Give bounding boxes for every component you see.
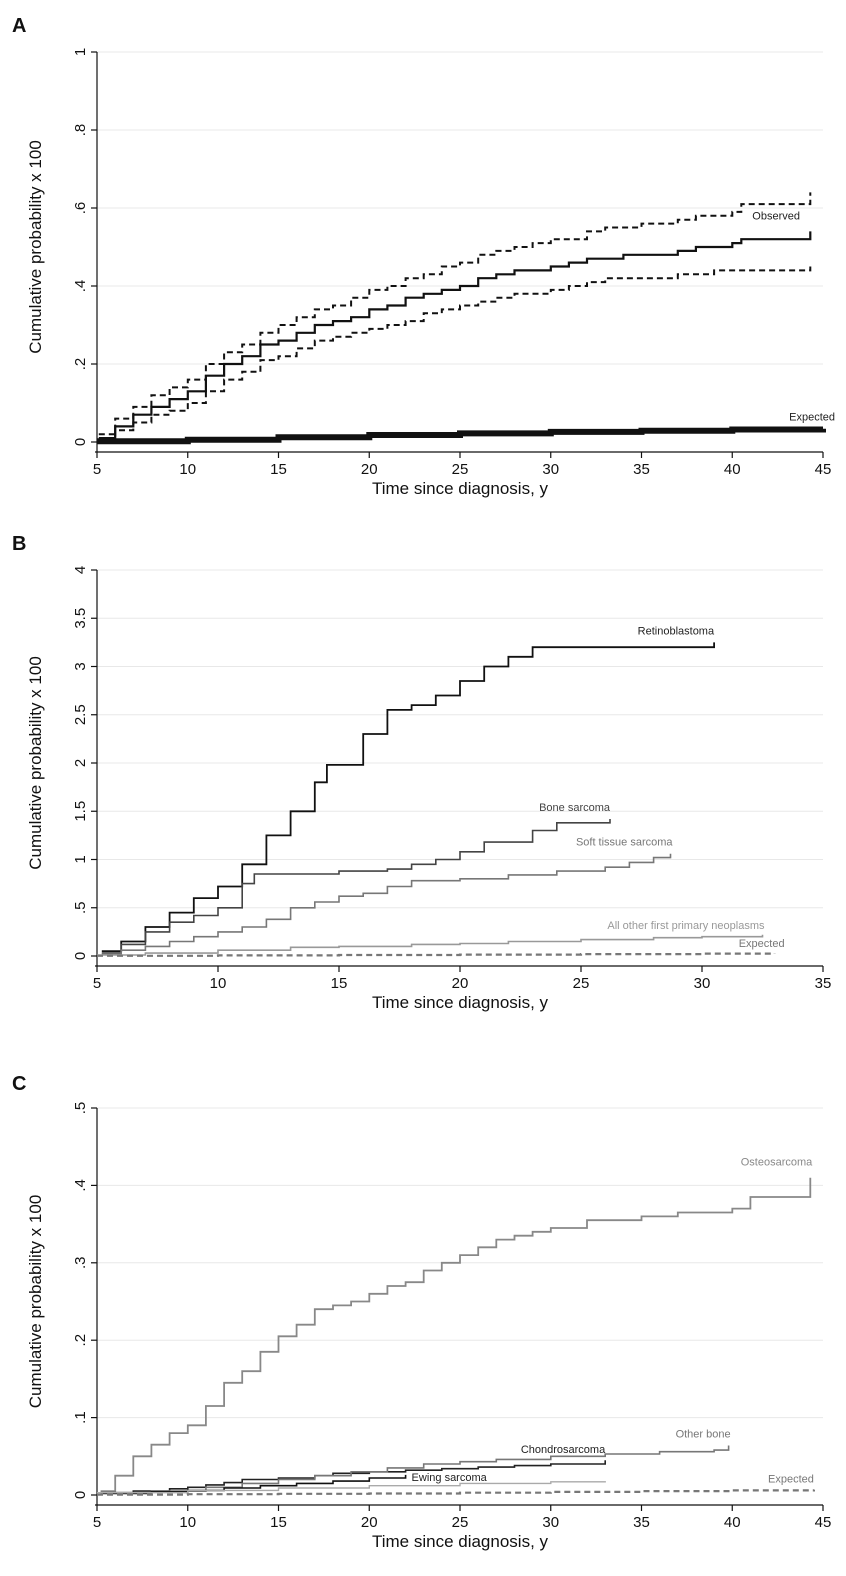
series-label: Expected [789, 412, 835, 424]
y-tick-label: .2 [72, 1334, 89, 1347]
series-line [101, 853, 672, 955]
x-axis-title: Time since diagnosis, y [372, 479, 549, 498]
x-tick-label: 5 [93, 1514, 101, 1531]
y-axis-title: Cumulative probability x 100 [26, 140, 45, 354]
y-tick-label: .5 [72, 901, 89, 914]
series-line [101, 819, 611, 954]
x-tick-label: 10 [210, 975, 227, 992]
series-line [100, 1474, 407, 1495]
x-tick-label: 40 [724, 1514, 741, 1531]
series-line [101, 642, 715, 953]
series-line [97, 934, 764, 956]
y-tick-label: .5 [72, 1102, 89, 1115]
series-label: All other first primary neoplasms [607, 920, 765, 932]
x-tick-label: 30 [542, 461, 559, 478]
series-line [98, 231, 812, 440]
y-tick-label: .8 [72, 124, 89, 137]
y-tick-label: 0 [72, 952, 89, 960]
panel-letter: B [12, 533, 26, 555]
series-label: Other bone [676, 1428, 731, 1440]
y-tick-label: 2.5 [72, 704, 89, 725]
y-tick-label: 2 [72, 759, 89, 767]
panel-letter: A [12, 15, 26, 37]
series-line [97, 1481, 606, 1494]
x-tick-label: 45 [815, 461, 832, 478]
x-tick-label: 40 [724, 461, 741, 478]
x-tick-label: 10 [179, 461, 196, 478]
series-label: Ewing sarcoma [412, 1472, 488, 1484]
series-label: Bone sarcoma [539, 802, 611, 814]
series-line [100, 1177, 812, 1492]
x-tick-label: 30 [542, 1514, 559, 1531]
series-label: Expected [768, 1474, 814, 1486]
x-tick-label: 10 [179, 1514, 196, 1531]
series-label: Osteosarcoma [741, 1157, 813, 1169]
x-axis-title: Time since diagnosis, y [372, 993, 549, 1012]
series-label: Retinoblastoma [638, 625, 715, 637]
y-tick-label: .1 [72, 1411, 89, 1424]
y-axis-title: Cumulative probability x 100 [26, 1195, 45, 1409]
x-tick-label: 20 [452, 975, 469, 992]
x-tick-label: 25 [452, 461, 469, 478]
series-line [98, 192, 812, 436]
series-label: Chondrosarcoma [521, 1444, 606, 1456]
x-tick-label: 35 [815, 975, 832, 992]
x-axis-title: Time since diagnosis, y [372, 1532, 549, 1551]
series-label: Expected [739, 938, 785, 950]
x-tick-label: 45 [815, 1514, 832, 1531]
y-tick-label: .6 [72, 202, 89, 215]
series-label: Soft tissue sarcoma [576, 837, 673, 849]
x-tick-label: 25 [452, 1514, 469, 1531]
x-tick-label: 15 [270, 461, 287, 478]
y-tick-label: .4 [72, 280, 89, 293]
x-tick-label: 15 [270, 1514, 287, 1531]
series-line [98, 266, 812, 442]
y-tick-label: 0 [72, 438, 89, 446]
series-line [97, 1489, 815, 1496]
y-tick-label: .3 [72, 1257, 89, 1270]
x-tick-label: 25 [573, 975, 590, 992]
x-tick-label: 30 [694, 975, 711, 992]
series-line [97, 426, 826, 445]
y-tick-label: .4 [72, 1179, 89, 1192]
y-tick-label: .2 [72, 358, 89, 371]
x-tick-label: 20 [361, 461, 378, 478]
x-tick-label: 5 [93, 975, 101, 992]
series-label: Observed [752, 210, 800, 222]
y-tick-label: 0 [72, 1491, 89, 1499]
x-tick-label: 15 [331, 975, 348, 992]
y-tick-label: 3.5 [72, 608, 89, 629]
y-tick-label: 1.5 [72, 801, 89, 822]
y-axis-title: Cumulative probability x 100 [26, 656, 45, 870]
y-tick-label: 3 [72, 662, 89, 670]
panel-letter: C [12, 1073, 26, 1095]
x-tick-label: 35 [633, 461, 650, 478]
x-tick-label: 35 [633, 1514, 650, 1531]
y-tick-label: 4 [72, 566, 89, 574]
panel-c: C 0 .1 .2 .3 .4 .5 5 10 15 20 25 30 35 40 45 Time since … [12, 1073, 831, 1551]
x-tick-label: 5 [93, 461, 101, 478]
series-line [97, 952, 776, 957]
x-tick-label: 20 [361, 1514, 378, 1531]
y-tick-label: 1 [72, 855, 89, 863]
panel-b: B 0 .5 1 1.5 2 2.5 3 3.5 4 5 10 15 20 25 30 35 Time since… [12, 533, 831, 1012]
y-tick-label: 1 [72, 48, 89, 56]
